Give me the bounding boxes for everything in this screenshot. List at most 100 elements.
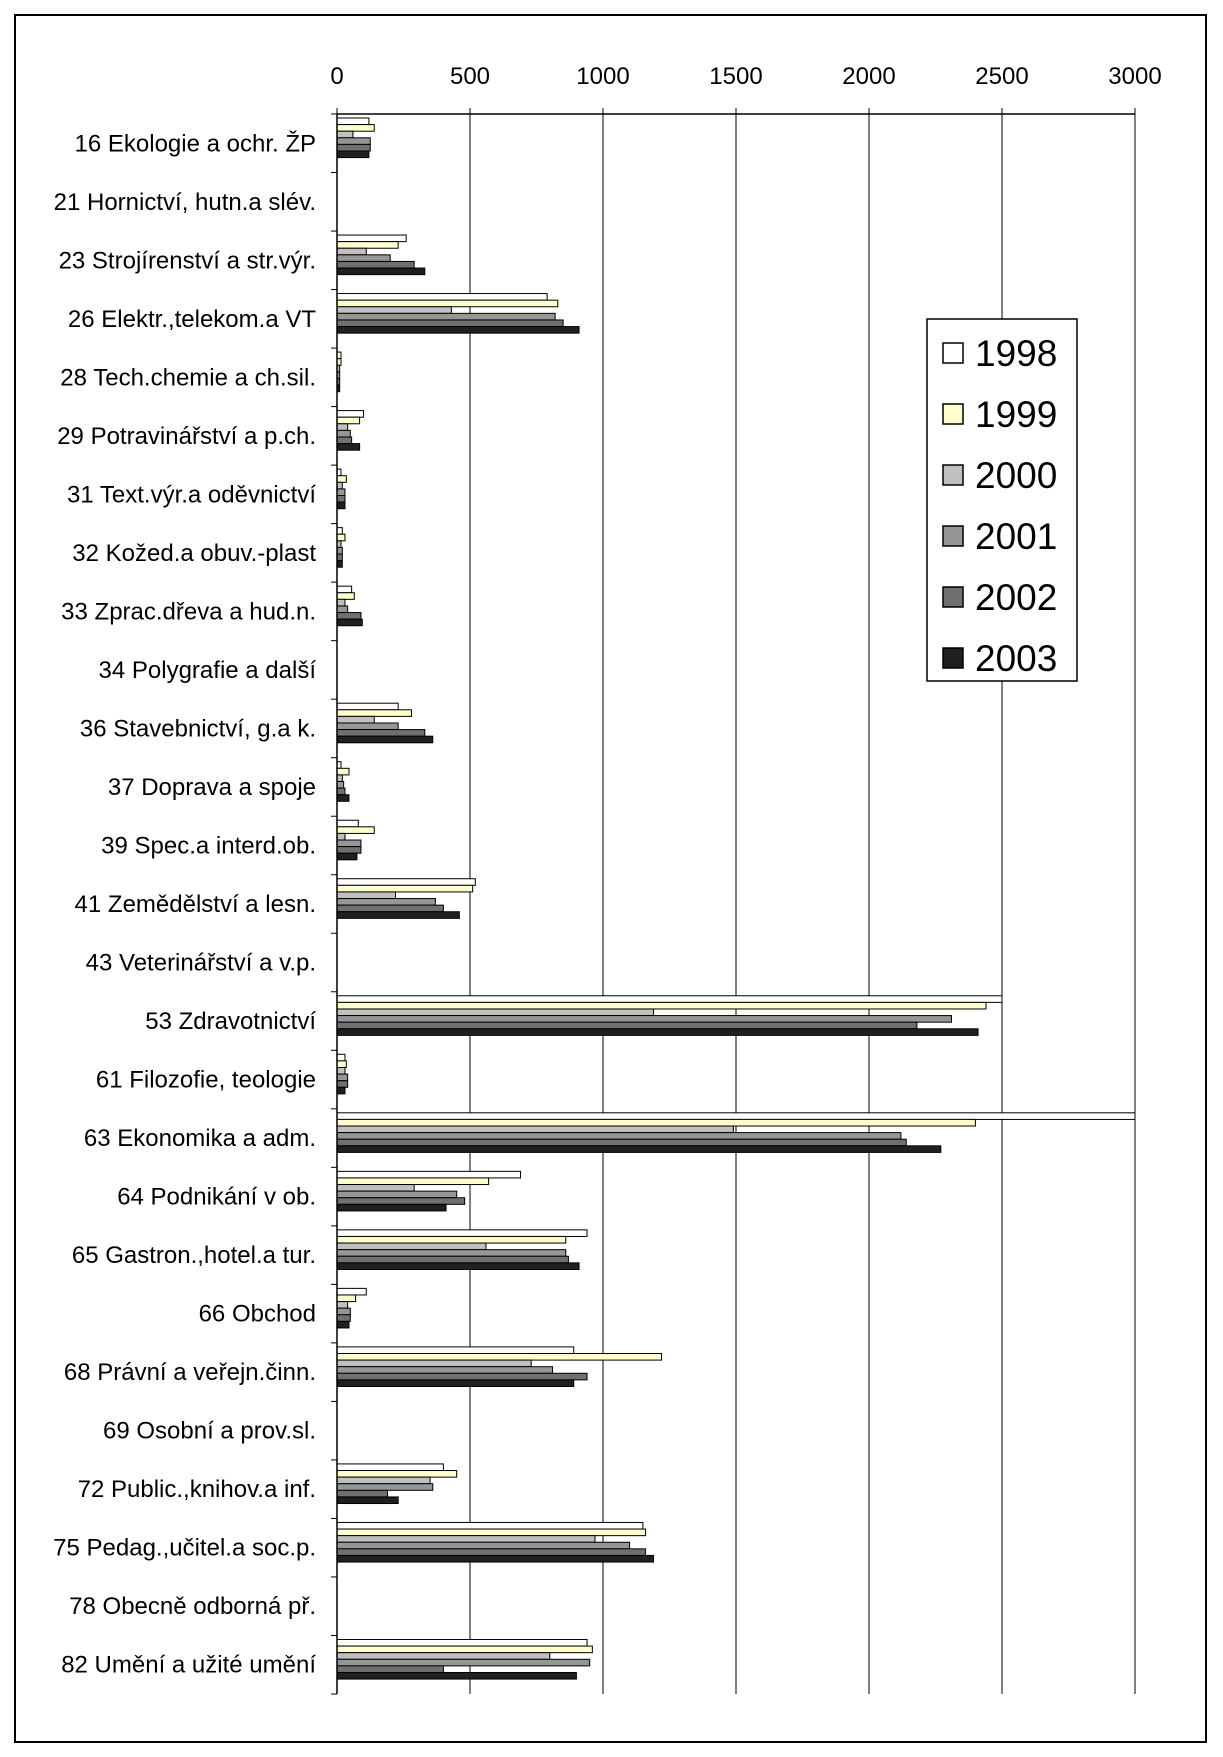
bar bbox=[336, 702, 399, 711]
legend-label: 1999 bbox=[975, 394, 1057, 435]
category-label: 37 Doprava a spoje bbox=[108, 774, 316, 801]
bar bbox=[336, 267, 426, 276]
bar bbox=[336, 481, 343, 490]
bar bbox=[336, 423, 349, 431]
bar bbox=[336, 1170, 522, 1179]
bar bbox=[336, 1229, 588, 1237]
bar bbox=[336, 1132, 902, 1140]
bar bbox=[336, 1235, 567, 1244]
legend-label: 2001 bbox=[975, 516, 1057, 557]
x-tick-label: 2000 bbox=[842, 63, 895, 90]
x-tick-label: 1500 bbox=[709, 63, 762, 90]
category-label: 75 Pedag.,učitel.a soc.p. bbox=[53, 1535, 316, 1562]
bar bbox=[336, 1197, 466, 1205]
bar bbox=[336, 546, 343, 555]
legend-swatch bbox=[942, 342, 964, 364]
bar bbox=[336, 722, 399, 731]
bar bbox=[336, 612, 362, 620]
bar bbox=[336, 852, 358, 861]
bars bbox=[336, 117, 1136, 1680]
bar bbox=[336, 1249, 567, 1257]
bar bbox=[336, 1346, 575, 1354]
bar bbox=[336, 1066, 346, 1075]
bar bbox=[336, 1112, 1136, 1120]
legend-box bbox=[926, 318, 1078, 682]
bar bbox=[336, 1118, 976, 1127]
category-label: 33 Zprac.dřeva a hud.n. bbox=[61, 598, 316, 625]
category-label: 28 Tech.chemie a ch.sil. bbox=[60, 364, 316, 391]
bar bbox=[336, 260, 415, 269]
bar bbox=[336, 1190, 458, 1199]
bar bbox=[336, 1652, 551, 1660]
x-tick-label: 2500 bbox=[975, 63, 1028, 90]
bar bbox=[336, 1028, 979, 1036]
bar bbox=[336, 1053, 346, 1062]
bar bbox=[336, 605, 349, 614]
category-label: 32 Kožed.a obuv.-plast bbox=[72, 540, 316, 567]
bar bbox=[336, 832, 346, 841]
bar bbox=[336, 1496, 399, 1505]
bar bbox=[336, 585, 353, 594]
bar bbox=[336, 884, 474, 893]
bar bbox=[336, 143, 371, 152]
chart-frame bbox=[14, 14, 1207, 1743]
bar bbox=[336, 1372, 588, 1381]
x-tick-labels: 0 500 1000 1500 2000 2500 3000 bbox=[330, 63, 1161, 90]
bar bbox=[336, 709, 412, 717]
category-label: 43 Veterinářství a v.p. bbox=[86, 950, 316, 977]
bar bbox=[336, 1086, 346, 1095]
bar bbox=[336, 254, 391, 262]
bar bbox=[336, 1541, 631, 1550]
category-label: 39 Spec.a interd.ob. bbox=[101, 832, 316, 859]
bar bbox=[336, 429, 351, 438]
x-tick-label: 0 bbox=[330, 63, 343, 90]
bar bbox=[336, 1255, 569, 1264]
legend-label: 2002 bbox=[975, 577, 1057, 618]
bar bbox=[336, 826, 375, 834]
category-label: 61 Filozofie, teologie bbox=[96, 1067, 316, 1094]
category-label: 63 Ekonomika a adm. bbox=[84, 1125, 316, 1152]
bar bbox=[336, 1521, 644, 1530]
bar bbox=[336, 1359, 532, 1368]
bar bbox=[336, 312, 556, 321]
category-label: 66 Obchod bbox=[199, 1301, 316, 1328]
legend-swatch bbox=[942, 464, 964, 486]
legend-swatch bbox=[942, 586, 964, 608]
bar bbox=[336, 1177, 490, 1186]
legend-label: 1998 bbox=[975, 333, 1057, 374]
category-label: 65 Gastron.,hotel.a tur. bbox=[72, 1242, 316, 1269]
bar bbox=[336, 416, 361, 425]
category-labels: 16 Ekologie a ochr. ŽP 21 Hornictví, hutn… bbox=[53, 130, 316, 1678]
category-label: 53 Zdravotnictví bbox=[145, 1008, 316, 1035]
bar bbox=[336, 319, 564, 328]
bar bbox=[336, 767, 350, 776]
bar bbox=[336, 150, 370, 159]
bar bbox=[336, 715, 375, 724]
bar bbox=[336, 1138, 907, 1147]
bar bbox=[336, 1021, 918, 1030]
bar bbox=[336, 1145, 942, 1153]
bar bbox=[336, 1242, 487, 1251]
bar bbox=[336, 1060, 347, 1068]
bar bbox=[336, 1379, 575, 1387]
bar bbox=[336, 781, 345, 789]
bar bbox=[336, 117, 370, 126]
bar bbox=[336, 1262, 580, 1270]
bar bbox=[336, 1314, 351, 1322]
category-label: 21 Hornictví, hutn.a slév. bbox=[54, 189, 316, 216]
bar bbox=[336, 774, 343, 783]
bar bbox=[336, 1645, 593, 1654]
bar bbox=[336, 1638, 588, 1647]
bar bbox=[336, 306, 452, 314]
bar bbox=[336, 1548, 647, 1556]
bar bbox=[336, 898, 436, 906]
legend-swatch bbox=[942, 403, 964, 425]
bar bbox=[336, 839, 362, 848]
category-label: 78 Obecně odborná př. bbox=[69, 1593, 316, 1620]
bar bbox=[336, 475, 347, 483]
category-label: 31 Text.výr.a oděvnictví bbox=[67, 481, 316, 508]
legend-swatch bbox=[942, 647, 964, 669]
category-label: 72 Public.,knihov.a inf. bbox=[78, 1476, 316, 1503]
bar bbox=[336, 137, 371, 145]
